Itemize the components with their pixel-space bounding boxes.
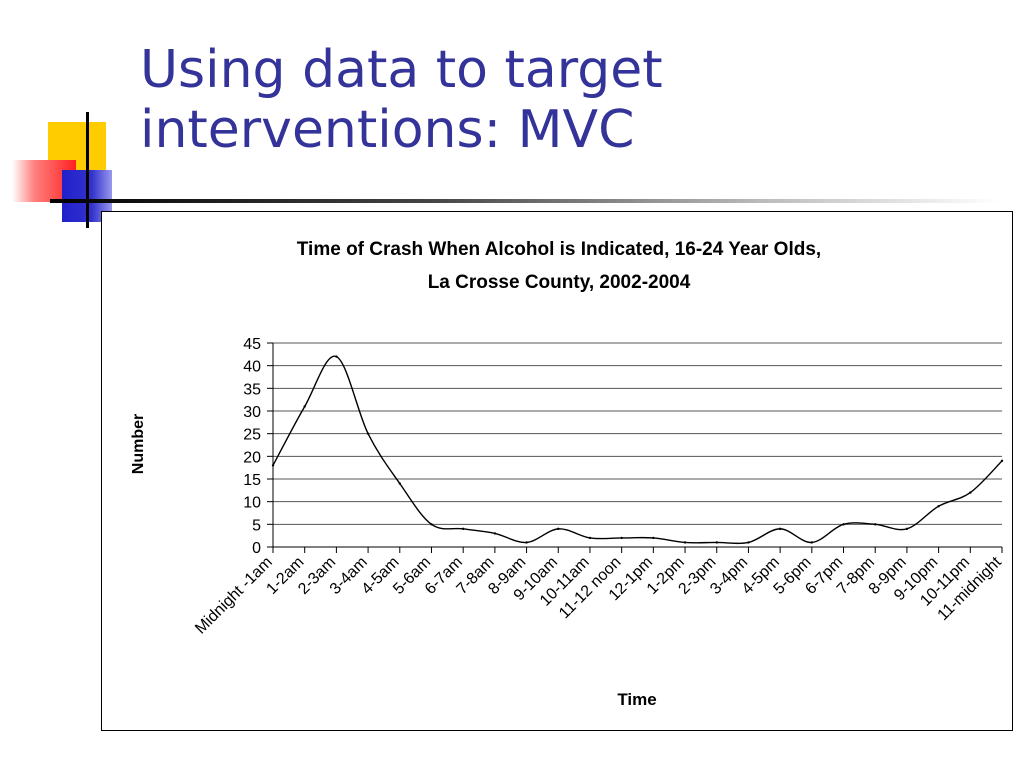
data-point <box>969 491 972 494</box>
chart-frame: Time of Crash When Alcohol is Indicated,… <box>101 211 1013 731</box>
y-tick-label: 20 <box>243 449 261 466</box>
data-point <box>937 505 940 508</box>
y-tick-label: 15 <box>243 472 261 489</box>
y-tick-label: 30 <box>243 404 261 421</box>
data-point <box>652 536 655 540</box>
decor-vertical-line <box>86 112 89 228</box>
y-tick-label: 10 <box>243 495 261 512</box>
data-point <box>905 527 909 531</box>
data-point <box>874 523 877 526</box>
data-point <box>366 432 370 435</box>
data-point <box>271 464 275 467</box>
x-axis-label: Time <box>617 690 656 709</box>
data-point <box>398 482 401 485</box>
data-point <box>588 536 592 540</box>
data-point <box>303 405 306 408</box>
data-point <box>620 536 623 540</box>
y-tick-label: 5 <box>252 517 261 534</box>
y-axis-label: Number <box>130 414 147 474</box>
line-chart: Time of Crash When Alcohol is Indicated,… <box>130 239 1005 709</box>
data-point <box>461 527 465 531</box>
data-point <box>683 541 687 544</box>
data-point <box>778 527 782 531</box>
data-point <box>715 541 718 544</box>
data-point <box>842 523 845 526</box>
data-point <box>747 541 750 544</box>
data-point <box>525 541 528 544</box>
data-point <box>557 527 560 531</box>
x-tick-label: Midnight -1am <box>192 554 276 638</box>
y-tick-label: 0 <box>252 540 261 557</box>
slide-title: Using data to target interventions: MVC <box>140 40 663 160</box>
y-tick-label: 35 <box>243 381 261 398</box>
data-point <box>335 355 338 358</box>
data-point <box>810 541 814 544</box>
y-tick-label: 40 <box>243 359 261 376</box>
series-line <box>272 355 1003 545</box>
chart-subtitle: La Crosse County, 2002-2004 <box>428 272 691 293</box>
title-underline <box>50 199 1000 203</box>
data-point <box>493 532 497 535</box>
data-point <box>1000 459 1004 463</box>
chart-title: Time of Crash When Alcohol is Indicated,… <box>297 239 821 260</box>
data-point <box>430 523 433 526</box>
y-tick-label: 45 <box>243 336 261 353</box>
y-tick-label: 25 <box>243 427 261 444</box>
